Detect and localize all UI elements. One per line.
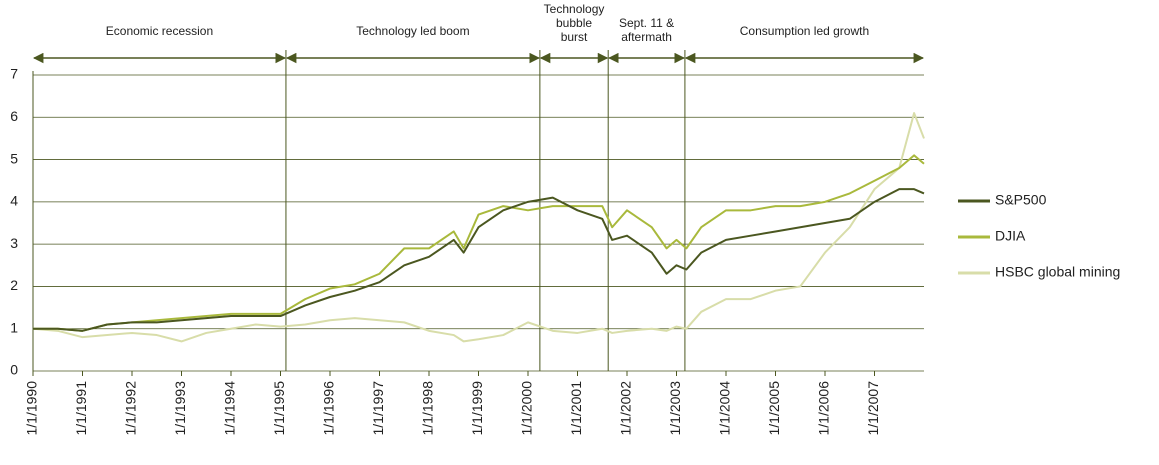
x-tick-label: 1/1/2004 [717,381,733,436]
x-tick-label: 1/1/1996 [321,381,337,436]
y-tick-label: 5 [10,150,18,166]
x-tick-label: 1/1/2002 [618,381,634,436]
series-line [33,188,925,332]
period-label: Sept. 11 & [619,16,674,30]
period-label: Consumption led growth [740,24,869,38]
y-tick-label: 6 [10,108,18,124]
series-line [33,154,925,332]
period-label: Technology led boom [356,24,469,38]
x-tick-label: 1/1/2005 [766,381,782,436]
x-tick-label: 1/1/1994 [222,381,238,436]
x-tick-label: 1/1/1999 [469,381,485,436]
x-tick-label: 1/1/1995 [271,381,287,436]
x-tick-label: 1/1/1992 [123,381,139,436]
y-tick-label: 4 [10,193,18,209]
x-tick-label: 1/1/2007 [865,381,881,436]
y-tick-label: 3 [10,235,18,251]
y-tick-label: 0 [10,362,18,378]
x-tick-label: 1/1/1993 [172,381,188,436]
x-tick-label: 1/1/2003 [667,381,683,436]
period-label: burst [561,30,588,44]
y-tick-label: 7 [10,66,18,82]
x-tick-label: 1/1/2001 [568,381,584,436]
x-tick-label: 1/1/1998 [420,381,436,436]
series-line [32,112,925,343]
y-tick-label: 2 [10,277,18,293]
x-tick-label: 1/1/1990 [24,381,40,436]
y-tick-label: 1 [10,319,18,335]
period-label: bubble [556,16,592,30]
period-label: Economic recession [106,24,213,38]
x-tick-label: 1/1/1991 [73,381,89,436]
legend-label: DJIA [995,228,1026,244]
period-label: aftermath [621,30,672,44]
x-tick-label: 1/1/2000 [519,381,535,436]
period-label: Technology [544,2,605,16]
legend-label: HSBC global mining [995,264,1120,280]
x-tick-label: 1/1/1997 [370,381,386,436]
legend-label: S&P500 [995,192,1047,208]
x-tick-label: 1/1/2006 [816,381,832,436]
